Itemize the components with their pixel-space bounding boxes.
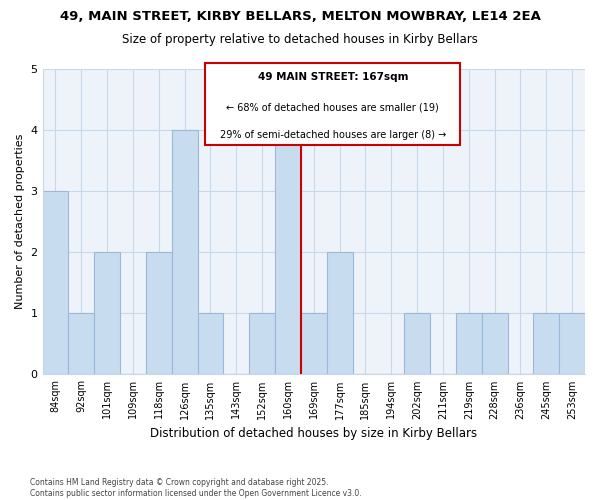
Bar [275,130,301,374]
Bar [559,314,585,374]
Text: Contains HM Land Registry data © Crown copyright and database right 2025.
Contai: Contains HM Land Registry data © Crown c… [30,478,362,498]
Y-axis label: Number of detached properties: Number of detached properties [15,134,25,310]
Bar [146,252,172,374]
Bar [43,191,68,374]
Bar [301,314,326,374]
Bar [172,130,197,374]
Bar [94,252,120,374]
Bar [482,314,508,374]
Text: 49 MAIN STREET: 167sqm: 49 MAIN STREET: 167sqm [257,72,408,82]
Bar [197,314,223,374]
Bar [404,314,430,374]
Bar [326,252,353,374]
FancyBboxPatch shape [205,63,460,146]
Text: 49, MAIN STREET, KIRBY BELLARS, MELTON MOWBRAY, LE14 2EA: 49, MAIN STREET, KIRBY BELLARS, MELTON M… [59,10,541,23]
Bar [533,314,559,374]
Bar [249,314,275,374]
Bar [68,314,94,374]
Text: Size of property relative to detached houses in Kirby Bellars: Size of property relative to detached ho… [122,32,478,46]
Text: 29% of semi-detached houses are larger (8) →: 29% of semi-detached houses are larger (… [220,130,446,140]
Bar [456,314,482,374]
Text: ← 68% of detached houses are smaller (19): ← 68% of detached houses are smaller (19… [226,102,439,113]
X-axis label: Distribution of detached houses by size in Kirby Bellars: Distribution of detached houses by size … [150,427,478,440]
